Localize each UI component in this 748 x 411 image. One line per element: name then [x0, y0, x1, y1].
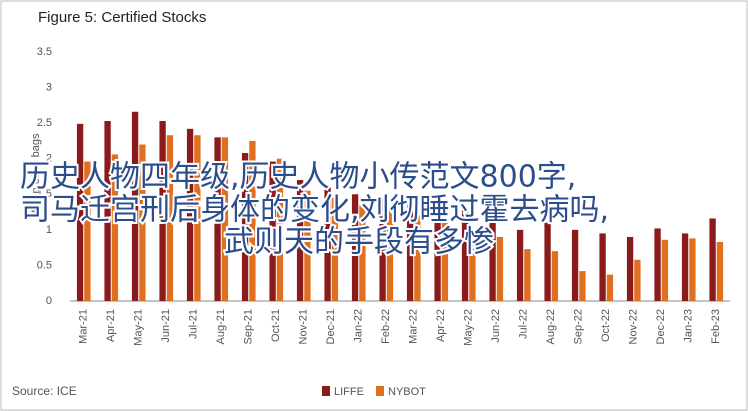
bar — [689, 238, 696, 301]
x-tick-label: Sep-22 — [573, 309, 585, 344]
bar — [104, 121, 111, 301]
bar — [214, 137, 221, 301]
x-tick-label: Aug-22 — [545, 309, 557, 344]
y-tick-label: 1.5 — [37, 188, 52, 200]
bar — [551, 251, 559, 301]
bar — [379, 197, 386, 301]
x-tick-label: Feb-22 — [380, 309, 392, 344]
bar — [269, 161, 276, 301]
x-tick-label: Jun-21 — [160, 309, 172, 343]
bar — [304, 190, 311, 301]
y-tick-label: 0.5 — [37, 259, 52, 271]
bar — [84, 161, 91, 301]
bar — [571, 229, 579, 301]
x-tick-label: Mar-21 — [78, 309, 90, 344]
bar — [626, 236, 634, 301]
x-tick-label: Apr-21 — [105, 309, 117, 342]
bar — [351, 194, 359, 301]
bar — [634, 259, 641, 301]
bar — [434, 204, 441, 301]
bar — [296, 180, 304, 301]
bar — [386, 208, 394, 301]
legend-swatch — [322, 386, 330, 396]
bar — [139, 144, 146, 301]
bar — [716, 241, 724, 301]
bar — [359, 204, 366, 301]
source: Source: ICE — [12, 384, 77, 398]
x-tick-label: Jul-22 — [518, 309, 530, 339]
x-tick-label: Dec-21 — [325, 309, 337, 344]
bar — [681, 233, 689, 301]
bar — [324, 187, 331, 301]
bar — [276, 158, 284, 301]
bar — [544, 222, 551, 301]
x-tick-label: May-22 — [463, 309, 475, 346]
bar — [496, 236, 504, 301]
y-tick-label: 0 — [46, 295, 52, 307]
x-tick-label: Sep-21 — [243, 309, 255, 344]
bar — [194, 135, 201, 301]
legend-swatch — [376, 386, 384, 396]
x-tick-label: Oct-22 — [600, 309, 612, 342]
bar — [524, 249, 531, 301]
bar — [131, 111, 139, 301]
y-tick-label: 3.5 — [37, 46, 52, 58]
x-tick-label: Nov-22 — [628, 309, 640, 344]
y-tick-label: 2.5 — [37, 117, 52, 129]
x-tick-label: Nov-21 — [298, 309, 310, 344]
x-tick-label: Dec-22 — [655, 309, 667, 344]
bar — [579, 271, 586, 301]
overlay-text: 司马迁宫刑后身体的变化,刘彻睡过霍去病吗, — [20, 193, 609, 228]
bar — [441, 222, 449, 301]
bar — [76, 123, 84, 302]
y-tick-label: 1 — [46, 224, 52, 236]
legend-label: LIFFE — [334, 386, 364, 398]
bar — [469, 229, 476, 301]
bar — [166, 135, 174, 301]
bar — [249, 140, 256, 301]
x-tick-label: Jan-23 — [683, 309, 695, 343]
chart-title: Figure 5: Certified Stocks — [38, 9, 206, 26]
y-axis-label: Million 60kg bags — [30, 133, 42, 218]
x-tick-label: Jun-22 — [490, 309, 502, 343]
bar — [654, 228, 661, 301]
bar — [159, 121, 166, 301]
overlay-text: 武则天的手段有多惨 — [224, 225, 494, 260]
x-tick-label: Mar-22 — [408, 309, 420, 344]
x-tick-label: Apr-22 — [435, 309, 447, 342]
x-tick-label: Jul-21 — [188, 309, 200, 339]
x-tick-label: Aug-21 — [215, 309, 227, 344]
x-tick-label: Jan-22 — [353, 309, 365, 343]
x-tick-label: Oct-21 — [270, 309, 282, 342]
bar — [489, 212, 496, 301]
bar — [516, 229, 524, 301]
legend-label: NYBOT — [388, 386, 426, 398]
bar — [661, 239, 669, 301]
x-tick-label: May-21 — [133, 309, 145, 346]
x-tick-label: Feb-23 — [710, 309, 722, 344]
bar — [599, 233, 606, 301]
bar — [111, 154, 119, 301]
bar — [406, 201, 414, 301]
bar — [221, 137, 229, 301]
y-tick-label: 3 — [46, 81, 52, 93]
bar — [414, 215, 421, 301]
bar — [709, 218, 716, 301]
bar — [461, 208, 469, 301]
bar — [606, 274, 614, 301]
bar — [186, 128, 194, 301]
bar — [241, 153, 249, 301]
bar — [331, 197, 339, 301]
overlay-text: 历史人物四年级,历史人物小传范文800字, — [20, 160, 576, 195]
y-tick-label: 2 — [46, 153, 52, 165]
